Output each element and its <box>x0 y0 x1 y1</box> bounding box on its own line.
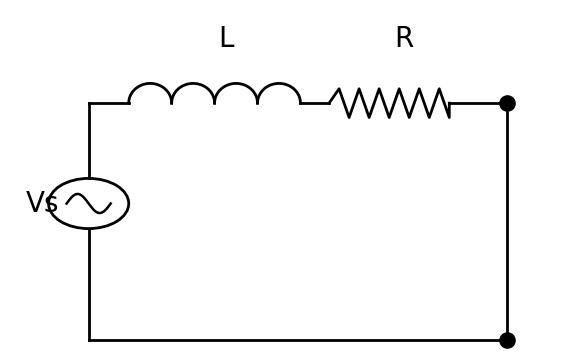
Point <box>502 337 511 343</box>
Text: Vs: Vs <box>25 190 59 218</box>
Text: L: L <box>218 25 234 53</box>
Point <box>502 100 511 106</box>
Text: R: R <box>394 25 413 53</box>
